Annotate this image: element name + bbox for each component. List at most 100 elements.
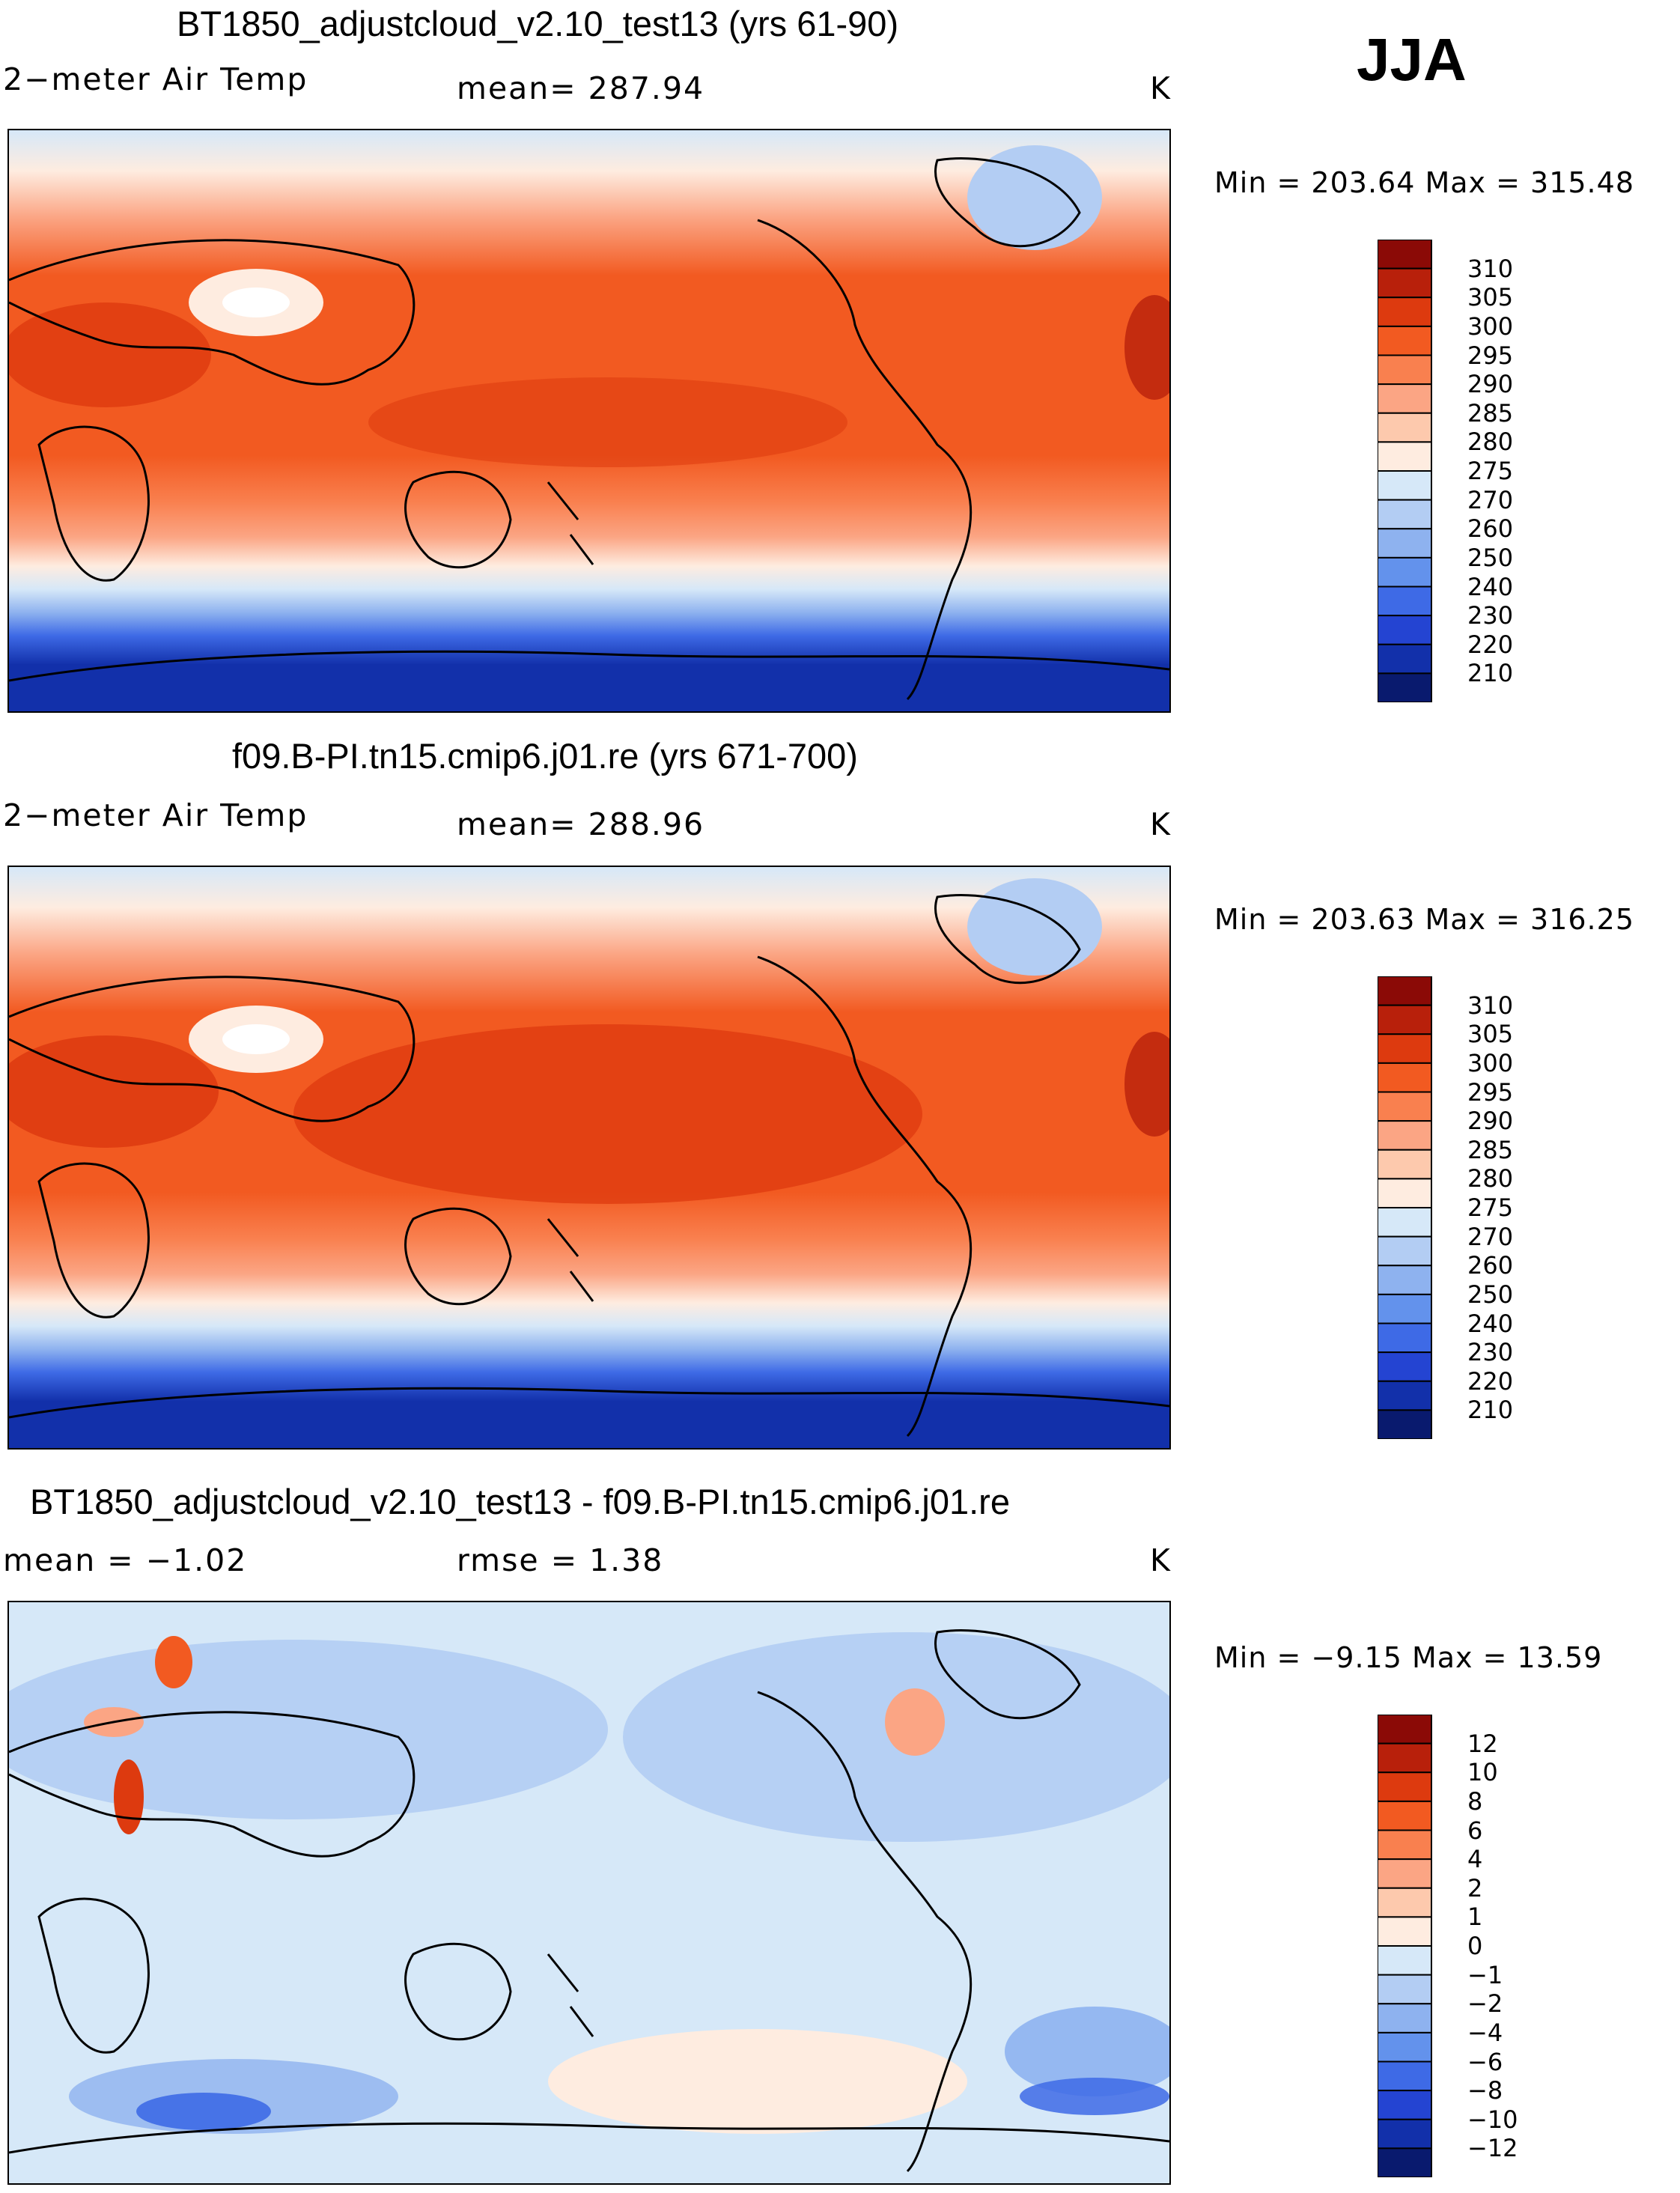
colorbar-swatch <box>1378 1887 1432 1918</box>
colorbar-tick-label: 275 <box>1467 457 1514 485</box>
panel-2-units: K <box>1150 806 1172 842</box>
panel-3-minmax: Min = −9.15 Max = 13.59 <box>1214 1641 1603 1674</box>
panel-2-title: f09.B-PI.tn15.cmip6.j01.re (yrs 671-700) <box>232 736 858 776</box>
colorbar-tick-label: 220 <box>1467 630 1514 659</box>
panel-1-map <box>7 129 1171 713</box>
panel-3-colorbar <box>1378 1715 1452 2177</box>
colorbar-swatch <box>1378 2003 1432 2034</box>
colorbar-tick-label: 260 <box>1467 1251 1514 1280</box>
colorbar-swatch <box>1378 615 1432 645</box>
colorbar-swatch <box>1378 354 1432 386</box>
colorbar-tick-label: 310 <box>1467 991 1514 1020</box>
panel-1-mean: mean= 287.94 <box>457 70 705 106</box>
colorbar-swatch <box>1378 1322 1432 1354</box>
colorbar-tick-label: 250 <box>1467 1280 1514 1309</box>
colorbar-tick-label: 285 <box>1467 398 1514 428</box>
colorbar-swatch <box>1378 1235 1432 1267</box>
colorbar-swatch <box>1378 1062 1432 1093</box>
colorbar-swatch <box>1378 1120 1432 1151</box>
colorbar-swatch <box>1378 383 1432 414</box>
colorbar-tick-label: 270 <box>1467 1222 1514 1251</box>
colorbar-swatch <box>1378 267 1432 299</box>
colorbar-tick-label: 2 <box>1467 1873 1483 1902</box>
colorbar-swatch <box>1378 1380 1432 1411</box>
colorbar-tick-label: 250 <box>1467 543 1514 572</box>
colorbar-swatch <box>1378 499 1432 530</box>
colorbar-tick-label: 290 <box>1467 370 1514 399</box>
colorbar-tick-label: 1 <box>1467 1902 1483 1932</box>
panel-2-minmax: Min = 203.63 Max = 316.25 <box>1214 903 1634 936</box>
colorbar-tick-label: 6 <box>1467 1816 1483 1845</box>
panel-3-mean: mean = −1.02 <box>3 1542 248 1578</box>
colorbar-tick-label: 240 <box>1467 1309 1514 1338</box>
colorbar-tick-label: 295 <box>1467 1077 1514 1107</box>
colorbar-tick-label: −2 <box>1467 1989 1503 2019</box>
colorbar-tick-label: 240 <box>1467 572 1514 601</box>
colorbar-tick-label: 270 <box>1467 485 1514 514</box>
colorbar-swatch <box>1378 1351 1432 1382</box>
colorbar-tick-label: −8 <box>1467 2076 1503 2105</box>
colorbar-swatch <box>1378 976 1432 1006</box>
colorbar-tick-label: 300 <box>1467 1048 1514 1077</box>
colorbar-tick-label: −1 <box>1467 1960 1503 1989</box>
colorbar-swatch <box>1378 1207 1432 1238</box>
colorbar-tick-label: 280 <box>1467 1164 1514 1193</box>
panel-3-units: K <box>1150 1542 1172 1578</box>
colorbar-tick-label: 275 <box>1467 1193 1514 1222</box>
panel-2-variable: 2−meter Air Temp <box>3 797 308 833</box>
colorbar-swatch <box>1378 1178 1432 1209</box>
panel-1-variable: 2−meter Air Temp <box>3 61 308 97</box>
colorbar-tick-label: 220 <box>1467 1366 1514 1396</box>
colorbar-tick-label: 10 <box>1467 1758 1498 1787</box>
colorbar-tick-label: −4 <box>1467 2018 1503 2047</box>
colorbar-swatch <box>1378 643 1432 675</box>
colorbar-tick-label: 0 <box>1467 1932 1483 1960</box>
colorbar-swatch <box>1378 585 1432 617</box>
colorbar-tick-label: 290 <box>1467 1107 1514 1136</box>
colorbar-tick-label: −6 <box>1467 2047 1503 2076</box>
colorbar-swatch <box>1378 556 1432 588</box>
colorbar-tick-label: −10 <box>1467 2105 1518 2134</box>
colorbar-tick-label: 295 <box>1467 341 1514 370</box>
colorbar-tick-label: 300 <box>1467 311 1514 341</box>
colorbar-swatch <box>1378 325 1432 356</box>
colorbar-tick-label: 8 <box>1467 1786 1483 1816</box>
colorbar-swatch <box>1378 1829 1432 1861</box>
colorbar-swatch <box>1378 2147 1432 2177</box>
colorbar-swatch <box>1378 1800 1432 1831</box>
colorbar-tick-label: 4 <box>1467 1845 1483 1874</box>
season-label: JJA <box>1357 26 1467 93</box>
colorbar-swatch <box>1378 412 1432 443</box>
colorbar-swatch <box>1378 296 1432 327</box>
colorbar-tick-label: 280 <box>1467 428 1514 457</box>
colorbar-swatch <box>1378 1149 1432 1180</box>
colorbar-swatch <box>1378 528 1432 559</box>
colorbar-tick-label: 230 <box>1467 601 1514 630</box>
colorbar-swatch <box>1378 2118 1432 2150</box>
colorbar-swatch <box>1378 441 1432 472</box>
panel-2-colorbar <box>1378 976 1452 1439</box>
panel-3-rmse: rmse = 1.38 <box>457 1542 664 1578</box>
panel-3-map <box>7 1601 1171 2185</box>
colorbar-swatch <box>1378 1293 1432 1324</box>
colorbar-tick-label: 305 <box>1467 283 1514 312</box>
panel-3-title: BT1850_adjustcloud_v2.10_test13 - f09.B-… <box>30 1482 1010 1521</box>
colorbar-swatch <box>1378 1742 1432 1774</box>
colorbar-tick-label: −12 <box>1467 2134 1518 2163</box>
colorbar-swatch <box>1378 2031 1432 2063</box>
colorbar-tick-label: 210 <box>1467 1396 1514 1425</box>
colorbar-swatch <box>1378 2060 1432 2092</box>
colorbar-tick-label: 310 <box>1467 254 1514 283</box>
colorbar-swatch <box>1378 470 1432 501</box>
panel-2-mean: mean= 288.96 <box>457 806 705 842</box>
panel-1-units: K <box>1150 70 1172 106</box>
colorbar-swatch <box>1378 2090 1432 2120</box>
colorbar-tick-label: 12 <box>1467 1729 1498 1758</box>
colorbar-swatch <box>1378 1091 1432 1122</box>
panel-1-colorbar <box>1378 240 1452 702</box>
panel-2-map <box>7 866 1171 1450</box>
colorbar-swatch <box>1378 1265 1432 1295</box>
panel-1-minmax: Min = 203.64 Max = 315.48 <box>1214 166 1634 199</box>
colorbar-swatch <box>1378 1945 1432 1976</box>
colorbar-swatch <box>1378 672 1432 702</box>
